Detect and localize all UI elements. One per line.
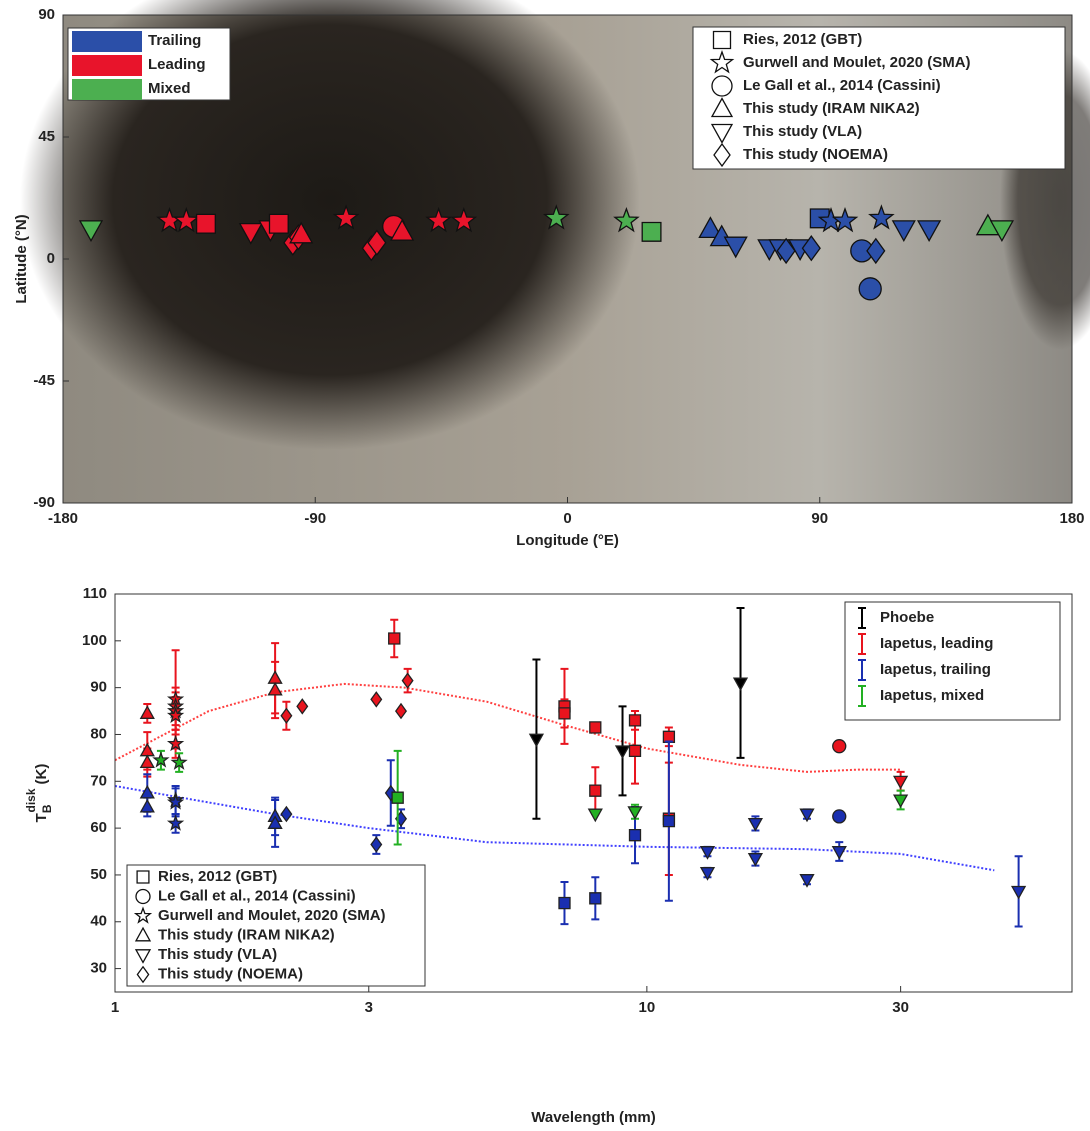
- legend-label: Phoebe: [880, 609, 934, 626]
- label-sup: disk: [24, 788, 38, 812]
- legend-label: Le Gall et al., 2014 (Cassini): [743, 77, 941, 94]
- data-point: [630, 830, 641, 841]
- legend-label: Gurwell and Moulet, 2020 (SMA): [158, 907, 386, 924]
- x-tick-label: 10: [639, 999, 656, 1016]
- label-base: T: [33, 813, 50, 822]
- legend-label: This study (IRAM NIKA2): [743, 100, 920, 117]
- x-axis-label: Wavelength (mm): [531, 1109, 655, 1126]
- x-tick-label: 1: [111, 999, 119, 1016]
- y-tick-label: -90: [33, 494, 55, 511]
- legend-label: Ries, 2012 (GBT): [158, 868, 277, 885]
- legend-swatch: [72, 31, 142, 52]
- data-point: [630, 715, 641, 726]
- y-tick-label: 30: [90, 960, 107, 977]
- legend-marker: [136, 890, 150, 904]
- y-tick-label: 40: [90, 913, 107, 930]
- legend-swatch: [72, 55, 142, 76]
- figure: -180-90090180-90-4504590Longitude (°E)La…: [0, 0, 1090, 1131]
- x-tick-label: 3: [365, 999, 373, 1016]
- legend-marker: [714, 32, 731, 49]
- data-point: [663, 816, 674, 827]
- data-point: [197, 214, 216, 233]
- data-point: [270, 214, 289, 233]
- y-tick-label: 0: [47, 250, 55, 267]
- y-tick-label: 90: [38, 6, 55, 23]
- y-axis-label: Latitude (°N): [13, 214, 30, 303]
- legend-label: Leading: [148, 56, 206, 73]
- legend-label: Mixed: [148, 80, 191, 97]
- data-point: [859, 278, 881, 300]
- data-point: [389, 633, 400, 644]
- legend-label: This study (IRAM NIKA2): [158, 926, 335, 943]
- x-tick-label: 90: [811, 510, 828, 527]
- y-tick-label: 60: [90, 819, 107, 836]
- legend-label: Iapetus, trailing: [880, 661, 991, 678]
- page: {"chart_data": [ {"type": "scatter", "xl…: [0, 0, 1090, 1131]
- data-point: [590, 893, 601, 904]
- x-tick-label: -180: [48, 510, 78, 527]
- y-tick-label: 50: [90, 866, 107, 883]
- legend-label: Le Gall et al., 2014 (Cassini): [158, 887, 356, 904]
- x-tick-label: 180: [1059, 510, 1084, 527]
- y-tick-label: 80: [90, 725, 107, 742]
- data-point: [392, 792, 403, 803]
- legend-label: Iapetus, mixed: [880, 687, 984, 704]
- legend-label: This study (NOEMA): [158, 965, 303, 982]
- legend-marker: [137, 871, 149, 883]
- data-point: [590, 722, 601, 733]
- data-point: [630, 745, 641, 756]
- legend-label: This study (NOEMA): [743, 146, 888, 163]
- x-tick-label: -90: [304, 510, 326, 527]
- x-tick-label: 0: [563, 510, 571, 527]
- legend-swatch: [72, 79, 142, 100]
- y-tick-label: 70: [90, 772, 107, 789]
- y-tick-label: 110: [83, 585, 107, 602]
- y-axis-label: TBdisk (K): [24, 764, 54, 823]
- legend-label: Trailing: [148, 32, 201, 49]
- data-point: [559, 898, 570, 909]
- y-tick-label: 100: [82, 632, 107, 649]
- legend-label: This study (VLA): [158, 946, 277, 963]
- data-point: [590, 785, 601, 796]
- y-tick-label: 45: [38, 128, 55, 145]
- data-point: [642, 223, 661, 242]
- y-tick-label: -45: [33, 372, 55, 389]
- legend-marker: [712, 76, 732, 96]
- legend-label: This study (VLA): [743, 123, 862, 140]
- legend-label: Ries, 2012 (GBT): [743, 31, 862, 48]
- label-unit: (K): [33, 764, 50, 785]
- x-axis-label: Longitude (°E): [516, 532, 619, 549]
- label-sub: B: [40, 804, 54, 813]
- data-point: [559, 708, 570, 719]
- legend-label: Iapetus, leading: [880, 635, 993, 652]
- x-tick-label: 30: [892, 999, 909, 1016]
- y-tick-label: 90: [90, 679, 107, 696]
- data-point: [833, 740, 846, 753]
- data-point: [833, 810, 846, 823]
- legend-label: Gurwell and Moulet, 2020 (SMA): [743, 54, 971, 71]
